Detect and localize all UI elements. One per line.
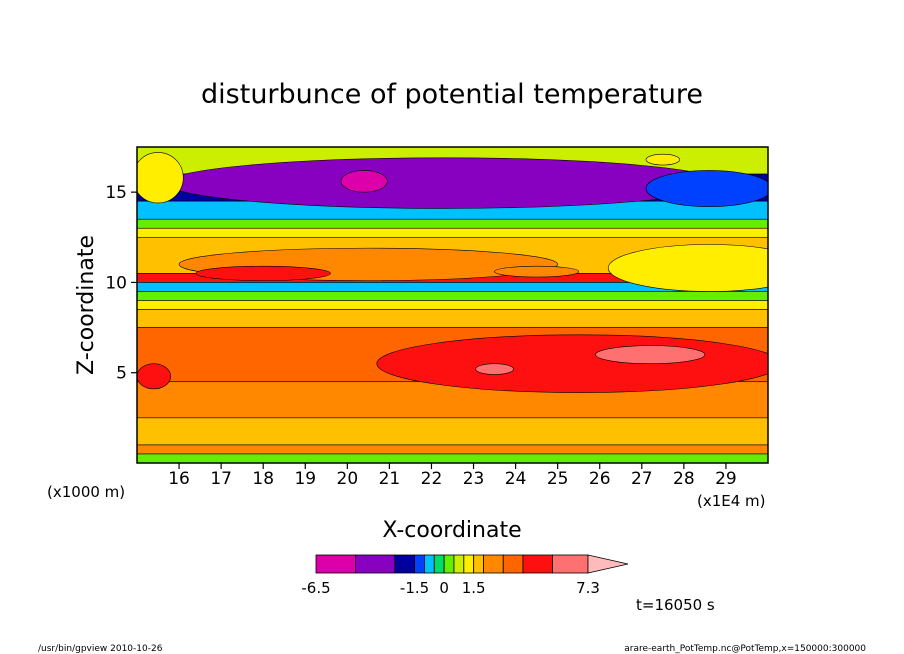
- field-feature-11: [475, 363, 514, 375]
- colorbar-segment-2: [394, 554, 415, 574]
- x-tick-label-25: 25: [547, 469, 569, 489]
- colorbar-labels: -6.5 -1.5 0 1.5 7.3: [301, 579, 600, 597]
- colorbar-label-2: 0: [439, 579, 449, 597]
- y-tick-label-10: 10: [105, 273, 127, 293]
- time-label: t=16050 s: [636, 596, 715, 614]
- field-feature-2: [645, 170, 768, 207]
- x-tick-label-24: 24: [505, 469, 527, 489]
- colorbar-segment-10: [483, 554, 504, 574]
- field-feature-3: [645, 153, 680, 166]
- colorbar-segment-13: [552, 554, 589, 574]
- x-tick-label-28: 28: [673, 469, 695, 489]
- field-feature-10: [595, 345, 706, 364]
- colorbar-segment-7: [453, 554, 465, 574]
- x-tick-label-19: 19: [294, 469, 316, 489]
- colorbar-label-0: -6.5: [301, 579, 330, 597]
- y-tick-label-5: 5: [116, 364, 127, 384]
- field-feature-8: [494, 265, 580, 278]
- field-feature-1: [340, 170, 388, 193]
- colorbar-segment-0: [315, 554, 356, 574]
- colorbar-extension: [587, 554, 629, 574]
- footer-right: arare-earth_PotTemp.nc@PotTemp,x=150000:…: [624, 644, 866, 654]
- field-layer-3: [137, 218, 768, 229]
- colorbar: [315, 554, 629, 574]
- colorbar-segment-4: [424, 554, 435, 574]
- colorbar-segment-9: [473, 554, 484, 574]
- colorbar-segment-8: [463, 554, 475, 574]
- y-axis-ticks: 5 10 15: [105, 183, 137, 384]
- field-layer-4: [137, 227, 768, 238]
- field-feature-5: [607, 244, 768, 292]
- x-tick-label-27: 27: [631, 469, 653, 489]
- chart-title: disturbunce of potential temperature: [201, 79, 703, 110]
- x-tick-label-18: 18: [252, 469, 274, 489]
- y-axis-title: Z-coordinate: [74, 235, 99, 375]
- field-layer-8: [137, 291, 768, 301]
- colorbar-segment-12: [522, 554, 553, 574]
- field-layer-15: [137, 453, 768, 463]
- colorbar-segment-6: [443, 554, 455, 574]
- field-layer-9: [137, 300, 768, 310]
- colorbar-segment-11: [502, 554, 524, 574]
- x-tick-label-17: 17: [210, 469, 232, 489]
- field-layer-14: [137, 444, 768, 455]
- x-tick-label-20: 20: [337, 469, 359, 489]
- x-tick-label-29: 29: [715, 469, 737, 489]
- colorbar-segment-1: [355, 554, 396, 574]
- x-tick-label-26: 26: [589, 469, 611, 489]
- field-layer-13: [137, 417, 768, 446]
- field-layer-10: [137, 309, 768, 328]
- x-axis-ticks: 16 17 18 19 20 21 22 23 24 25 26 27 28 29: [168, 463, 737, 489]
- colorbar-label-1: -1.5: [400, 579, 429, 597]
- x-tick-label-23: 23: [463, 469, 485, 489]
- x-tick-label-21: 21: [379, 469, 401, 489]
- x-unit-label: (x1000 m): [47, 483, 125, 501]
- field-feature-7: [195, 265, 331, 281]
- footer-left: /usr/bin/gpview 2010-10-26: [38, 644, 163, 654]
- field-feature-9: [376, 334, 768, 393]
- plot-frame: [136, 146, 769, 464]
- field-feature-0: [166, 157, 723, 209]
- x-tick-label-16: 16: [168, 469, 190, 489]
- field-feature-4: [137, 152, 184, 204]
- colorbar-segment-3: [414, 554, 425, 574]
- colorbar-segment-5: [433, 554, 445, 574]
- colorbar-label-4: 7.3: [576, 579, 600, 597]
- x-multiplier-label: (x1E4 m): [697, 492, 766, 510]
- temperature-field: [137, 147, 768, 463]
- colorbar-label-3: 1.5: [462, 579, 486, 597]
- x-axis-title: X-coordinate: [382, 518, 521, 543]
- x-tick-label-22: 22: [421, 469, 443, 489]
- y-tick-label-15: 15: [105, 183, 127, 203]
- field-feature-12: [137, 363, 171, 390]
